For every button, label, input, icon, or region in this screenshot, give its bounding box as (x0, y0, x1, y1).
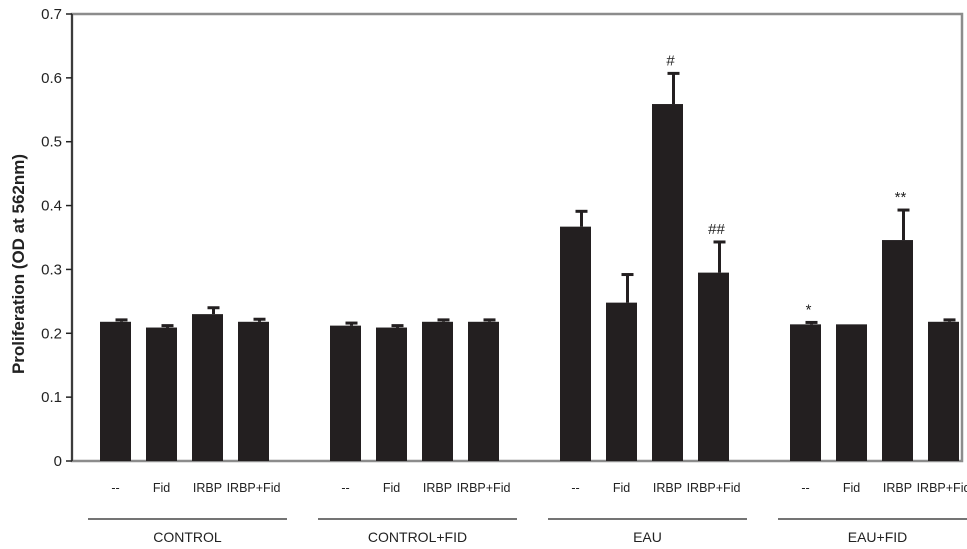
x-category-label: IRBP+Fid (457, 481, 511, 495)
y-tick-label: 0.4 (41, 198, 62, 215)
x-category-label: Fid (383, 481, 400, 495)
bar (652, 104, 683, 461)
x-category-label: -- (571, 481, 579, 495)
x-category-label: IRBP+Fid (687, 481, 741, 495)
plot-frame (70, 12, 964, 463)
y-tick-label: 0 (54, 453, 62, 470)
y-tick-label: 0.5 (41, 134, 62, 151)
bar (468, 321, 499, 461)
bar (422, 321, 453, 461)
x-category-label: Fid (613, 481, 630, 495)
x-category-label: -- (801, 481, 809, 495)
bar (928, 321, 959, 461)
group-label: CONTROL+FID (368, 529, 467, 545)
y-axis-label: Proliferation (OD at 562nm) (9, 154, 28, 374)
group-labels: CONTROL CONTROL+FID EAU EAU+FID (88, 518, 967, 545)
bar (560, 226, 591, 461)
y-tick-label: 0.7 (41, 6, 62, 23)
bar (836, 324, 867, 461)
x-category-label: -- (111, 481, 119, 495)
bar (100, 321, 131, 461)
bar (882, 240, 913, 461)
significance-marker: * (806, 301, 812, 318)
x-category-label: IRBP+Fid (917, 481, 967, 495)
bar (698, 272, 729, 461)
significance-marker: ** (895, 189, 907, 206)
significance-marker: ## (708, 221, 725, 238)
x-axis-labels: -- Fid IRBP IRBP+Fid -- Fid IRBP IRBP+Fid -- Fid I… (111, 481, 967, 495)
x-category-label: IRBP (883, 481, 912, 495)
y-tick-label: 0.2 (41, 325, 62, 342)
group-label: CONTROL (153, 529, 222, 545)
bar (238, 321, 269, 461)
bar (376, 327, 407, 461)
x-category-label: IRBP (193, 481, 222, 495)
significance-marker: # (666, 52, 675, 69)
y-tick-label: 0.6 (41, 70, 62, 87)
y-axis: 0 0.1 0.2 0.3 0.4 0.5 0.6 0.7 (41, 6, 72, 470)
group-label: EAU (633, 529, 662, 545)
y-tick-label: 0.3 (41, 261, 62, 278)
y-axis-title: Proliferation (OD at 562nm) (9, 154, 28, 374)
group-label: EAU+FID (848, 529, 908, 545)
x-category-label: IRBP (653, 481, 682, 495)
x-category-label: IRBP+Fid (227, 481, 281, 495)
bars-layer: ###*** (100, 52, 959, 461)
bar (330, 325, 361, 461)
bar (790, 324, 821, 461)
x-category-label: Fid (843, 481, 860, 495)
x-category-label: -- (341, 481, 349, 495)
y-tick-label: 0.1 (41, 389, 62, 406)
x-category-label: IRBP (423, 481, 452, 495)
x-category-label: Fid (153, 481, 170, 495)
bar (606, 302, 637, 461)
bar (146, 327, 177, 461)
bar (192, 314, 223, 461)
